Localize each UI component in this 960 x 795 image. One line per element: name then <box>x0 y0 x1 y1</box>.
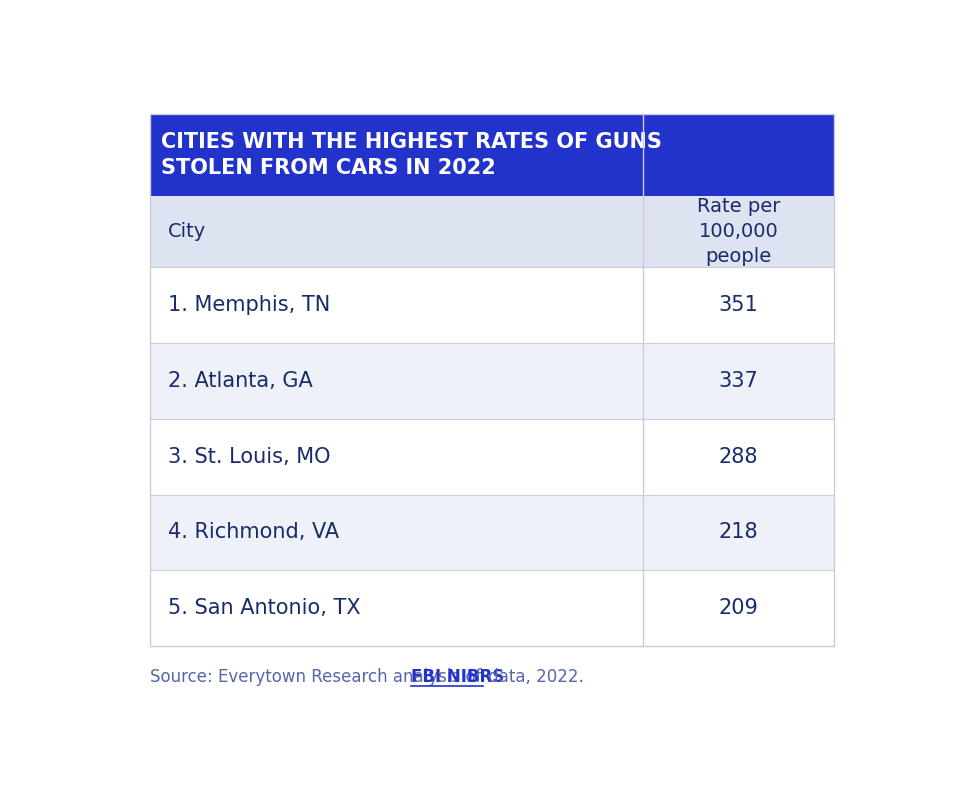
Text: Rate per
100,000
people: Rate per 100,000 people <box>697 197 780 266</box>
Text: 351: 351 <box>718 295 758 315</box>
FancyBboxPatch shape <box>642 114 834 196</box>
Text: data, 2022.: data, 2022. <box>483 668 584 686</box>
FancyBboxPatch shape <box>642 419 834 494</box>
Text: City: City <box>168 222 206 241</box>
FancyBboxPatch shape <box>150 343 642 419</box>
Text: Source: Everytown Research analysis of: Source: Everytown Research analysis of <box>150 668 487 686</box>
Text: 5. San Antonio, TX: 5. San Antonio, TX <box>168 599 361 619</box>
FancyBboxPatch shape <box>150 571 642 646</box>
Text: 288: 288 <box>719 447 758 467</box>
Text: 337: 337 <box>718 370 758 390</box>
Text: 209: 209 <box>718 599 758 619</box>
FancyBboxPatch shape <box>150 494 642 571</box>
FancyBboxPatch shape <box>642 267 834 343</box>
Text: FBI NIBRS: FBI NIBRS <box>411 668 504 686</box>
Text: 2. Atlanta, GA: 2. Atlanta, GA <box>168 370 313 390</box>
Text: 4. Richmond, VA: 4. Richmond, VA <box>168 522 340 542</box>
FancyBboxPatch shape <box>642 571 834 646</box>
FancyBboxPatch shape <box>642 494 834 571</box>
Text: 1. Memphis, TN: 1. Memphis, TN <box>168 295 330 315</box>
FancyBboxPatch shape <box>150 114 642 196</box>
FancyBboxPatch shape <box>150 419 642 494</box>
FancyBboxPatch shape <box>642 343 834 419</box>
FancyBboxPatch shape <box>642 196 834 267</box>
Text: CITIES WITH THE HIGHEST RATES OF GUNS
STOLEN FROM CARS IN 2022: CITIES WITH THE HIGHEST RATES OF GUNS ST… <box>161 132 661 178</box>
FancyBboxPatch shape <box>150 196 642 267</box>
Text: 3. St. Louis, MO: 3. St. Louis, MO <box>168 447 331 467</box>
Text: 218: 218 <box>719 522 758 542</box>
FancyBboxPatch shape <box>150 267 642 343</box>
